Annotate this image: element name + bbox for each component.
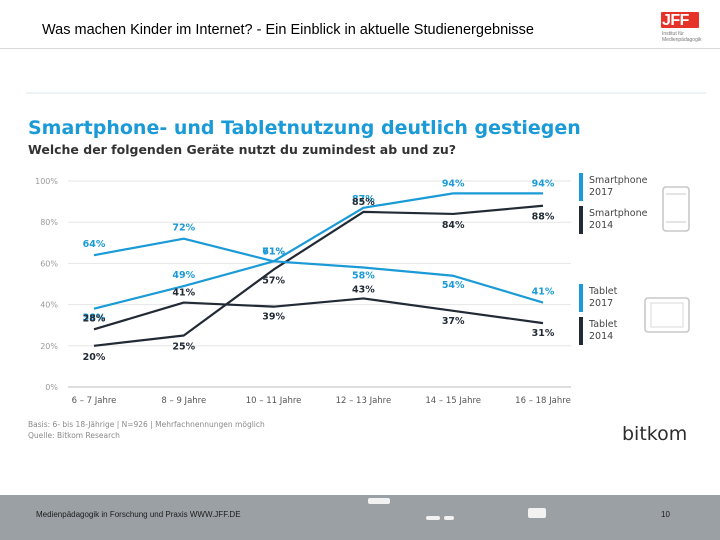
- header-divider: [0, 48, 720, 49]
- y-tick-label: 80%: [40, 218, 58, 227]
- smartphone-icon: [662, 186, 690, 232]
- source-note: Basis: 6- bis 18-Jährige | N=926 | Mehrf…: [28, 420, 265, 429]
- legend-swatch: [579, 284, 583, 312]
- data-label: 43%: [352, 284, 375, 295]
- x-tick-label: 10 – 11 Jahre: [246, 396, 302, 406]
- slide-title-main: Was machen Kinder im Internet?: [42, 22, 253, 38]
- series-line-tablet-2017: [93, 237, 544, 304]
- tablet-icon: [644, 297, 690, 333]
- data-label: 28%: [83, 313, 106, 324]
- legend-swatch: [579, 173, 583, 201]
- data-label: 25%: [172, 342, 195, 353]
- footer-band: [0, 495, 720, 540]
- data-label: 64%: [83, 239, 106, 250]
- data-label: 39%: [262, 312, 285, 323]
- source-note: Quelle: Bitkom Research: [28, 431, 120, 440]
- data-label: 31%: [532, 328, 555, 339]
- data-label: 41%: [172, 288, 195, 299]
- data-label: 58%: [352, 271, 375, 282]
- footer-decoration: [528, 508, 546, 518]
- data-label: 94%: [532, 178, 555, 189]
- chart-panel: Smartphone- und Tabletnutzung deutlich g…: [26, 92, 706, 446]
- tablet-icon-screen: [650, 302, 684, 328]
- data-label: 87%: [352, 194, 375, 205]
- legend-label: Tablet: [588, 286, 618, 297]
- series-line-smartphone-2017: [93, 192, 543, 310]
- legend-label: 2014: [589, 331, 613, 342]
- data-label: 71%: [262, 246, 285, 257]
- legend-label: Smartphone: [589, 208, 648, 219]
- footer-text: Medienpädagogik in Forschung und Praxis …: [36, 510, 241, 519]
- x-tick-label: 16 – 18 Jahre: [515, 396, 571, 406]
- data-label: 38%: [83, 313, 106, 324]
- data-label: 49%: [172, 270, 195, 281]
- bitkom-logo: bitkom: [622, 423, 687, 445]
- legend-swatch: [579, 206, 583, 234]
- series-line-smartphone-2014: [93, 204, 544, 347]
- y-tick-label: 100%: [35, 177, 58, 186]
- data-label: 54%: [442, 280, 465, 291]
- slide-title: Was machen Kinder im Internet? - Ein Ein…: [42, 22, 534, 38]
- y-tick-label: 20%: [40, 342, 58, 351]
- legend-label: 2017: [589, 298, 613, 309]
- chart-subtitle: Welche der folgenden Geräte nutzt du zum…: [28, 142, 456, 157]
- data-label: 61%: [262, 246, 285, 257]
- data-label: 41%: [532, 287, 555, 298]
- footer-decoration: [368, 498, 390, 504]
- legend-label: 2017: [589, 187, 613, 198]
- legend-label: Tablet: [588, 319, 618, 330]
- x-tick-label: 14 – 15 Jahre: [425, 396, 481, 406]
- data-label: 85%: [352, 197, 375, 208]
- series-line-tablet-2014: [93, 297, 544, 331]
- jff-logo: [660, 10, 700, 46]
- y-tick-label: 60%: [40, 259, 58, 268]
- data-label: 37%: [442, 316, 465, 327]
- footer-decoration: [444, 516, 454, 520]
- x-tick-label: 6 – 7 Jahre: [72, 396, 117, 406]
- chart-title: Smartphone- und Tabletnutzung deutlich g…: [28, 117, 581, 139]
- x-tick-label: 8 – 9 Jahre: [161, 396, 206, 406]
- y-tick-label: 40%: [40, 301, 58, 310]
- logo-subtitle: Institut für Medienpädagogik: [662, 31, 702, 43]
- line-chart: Smartphone- und Tabletnutzung deutlich g…: [28, 117, 690, 445]
- data-label: 84%: [442, 220, 465, 231]
- data-label: 88%: [532, 212, 555, 223]
- data-label: 94%: [442, 178, 465, 189]
- y-tick-label: 0%: [45, 383, 58, 392]
- data-label: 57%: [262, 276, 285, 287]
- legend-label: 2014: [589, 220, 613, 231]
- x-tick-label: 12 – 13 Jahre: [336, 396, 392, 406]
- jff-logo-mark: [661, 12, 699, 28]
- legend-swatch: [579, 317, 583, 345]
- data-label: 72%: [172, 223, 195, 234]
- logo-text: JFF: [662, 12, 689, 29]
- footer-decoration: [426, 516, 440, 520]
- legend-label: Smartphone: [589, 175, 648, 186]
- data-label: 20%: [83, 352, 106, 363]
- slide-title-rest: - Ein Einblick in aktuelle Studienergebn…: [252, 22, 534, 38]
- page-number: 10: [661, 510, 670, 519]
